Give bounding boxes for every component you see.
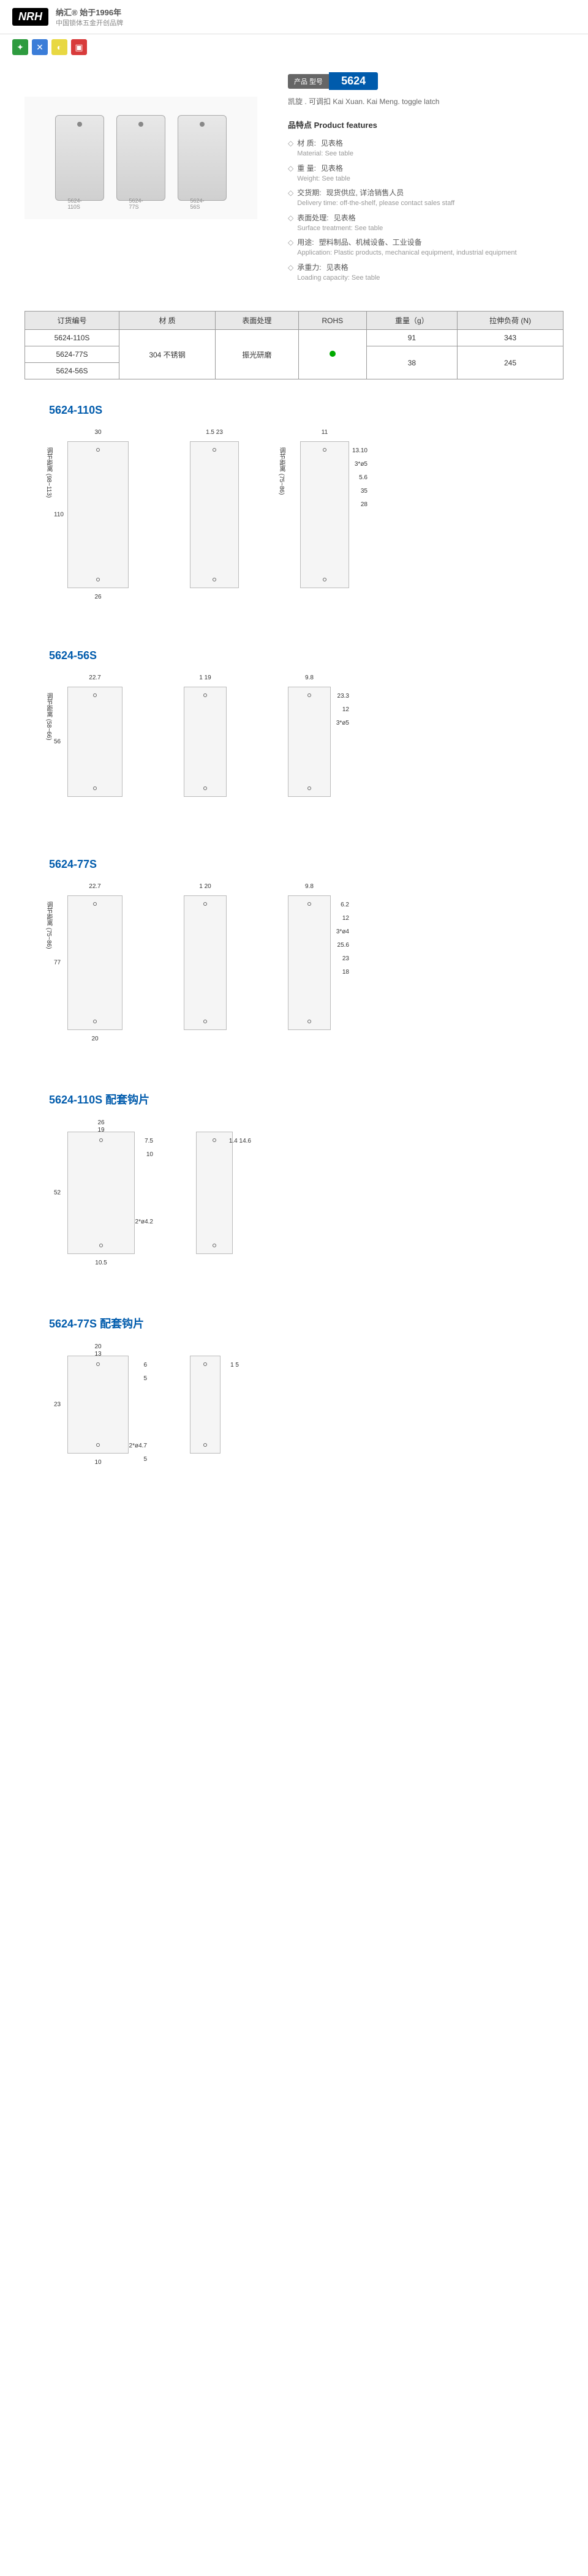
features-list: ◇材 质:见表格Material: See table ◇重 量:见表格Weigh…	[288, 138, 564, 283]
section-title: 5624-110S 配套钩片	[49, 1091, 539, 1107]
drawing-row: 261910.5527.5102*ø4.2 1.4 14.6	[49, 1119, 539, 1266]
technical-drawing: 1.4 14.6	[178, 1119, 251, 1266]
product-info-col: 产品 型号 5624 凯旋 . 可调扣 Kai Xuan. Kai Meng. …	[288, 72, 564, 286]
product-badge: 产品 型号 5624	[288, 72, 378, 90]
category-icon: ▣	[71, 39, 87, 55]
table-header: 拉伸负荷 (N)	[457, 312, 563, 330]
technical-drawing: 1.5 23	[172, 429, 257, 600]
page-header: NRH 纳汇® 始于1996年 中国锁体五金开创品牌	[0, 0, 588, 34]
technical-drawing: 11调节距离 (75~86)13.103*ø55.63528	[282, 429, 368, 600]
technical-drawing: 1 5	[172, 1343, 239, 1466]
technical-drawing: 9.86.2123*ø425.62318	[270, 883, 349, 1042]
drawing-section: 5624-77S 配套钩片 20131023652*ø4.75 1 5	[0, 1303, 588, 1503]
product-image: 5624-110S 5624-77S 5624-56S	[24, 97, 257, 219]
technical-drawing: 1 20	[165, 883, 245, 1042]
table-row: 5624-110S304 不锈钢振光研磨91343	[25, 330, 564, 346]
drawing-row: 22.756调节距离 (58~66) 1 19 9.823.3123*ø5	[49, 674, 539, 809]
feature-item: ◇重 量:见表格Weight: See table	[288, 163, 564, 184]
category-icon: ✦	[12, 39, 28, 55]
rohs-dot	[330, 351, 336, 357]
drawing-row: 22.72077调节距离 (75~86) 1 20 9.86.2123*ø425.6…	[49, 883, 539, 1042]
table-header: ROHS	[298, 312, 366, 330]
technical-drawing: 22.72077调节距离 (75~86)	[49, 883, 141, 1042]
main-content: 5624-110S 5624-77S 5624-56S 产品 型号 5624 凯…	[0, 60, 588, 299]
latch-1: 5624-110S	[55, 115, 104, 201]
product-subtitle: 凯旋 . 可调扣 Kai Xuan. Kai Meng. toggle latc…	[288, 96, 564, 106]
feature-item: ◇承重力:见表格Loading capacity: See table	[288, 262, 564, 283]
drawing-section: 5624-110S 配套钩片 261910.5527.5102*ø4.2 1.4 1…	[0, 1079, 588, 1303]
brand-line1: 纳汇® 始于1996年	[56, 6, 123, 18]
badge-label: 产品 型号	[288, 74, 329, 89]
technical-drawing: 261910.5527.5102*ø4.2	[49, 1119, 153, 1266]
features-title: 品特点 Product features	[288, 119, 564, 130]
technical-drawing: 3026110调节距离 (98~113)	[49, 429, 147, 600]
category-icon: ✕	[32, 39, 48, 55]
brand-line2: 中国锁体五金开创品牌	[56, 18, 123, 28]
table-header: 材 质	[119, 312, 216, 330]
technical-drawing: 9.823.3123*ø5	[270, 674, 349, 809]
section-title: 5624-110S	[49, 404, 539, 417]
table-header: 表面处理	[215, 312, 298, 330]
feature-item: ◇交货期:现货供应, 详洽销售人员Delivery time: off-the-…	[288, 187, 564, 209]
latch-2: 5624-77S	[116, 115, 165, 201]
section-title: 5624-56S	[49, 649, 539, 662]
drawing-section: 5624-56S 22.756调节距离 (58~66) 1 19 9.823.3123…	[0, 637, 588, 846]
table-header: 重量（g）	[366, 312, 457, 330]
drawing-section: 5624-77S 22.72077调节距离 (75~86) 1 20 9.86.212…	[0, 846, 588, 1079]
feature-item: ◇材 质:见表格Material: See table	[288, 138, 564, 159]
drawing-row: 3026110调节距离 (98~113) 1.5 23 11调节距离 (75~86)…	[49, 429, 539, 600]
feature-item: ◇表面处理:见表格Surface treatment: See table	[288, 212, 564, 234]
category-icon: ◐	[51, 39, 67, 55]
icon-row: ✦✕◐▣	[0, 34, 588, 60]
drawing-row: 20131023652*ø4.75 1 5	[49, 1343, 539, 1466]
section-title: 5624-77S 配套钩片	[49, 1315, 539, 1331]
product-image-col: 5624-110S 5624-77S 5624-56S	[24, 72, 270, 286]
drawing-section: 5624-110S 3026110调节距离 (98~113) 1.5 23 11调节距…	[0, 392, 588, 637]
table-header: 订货编号	[25, 312, 119, 330]
technical-drawing: 22.756调节距离 (58~66)	[49, 674, 141, 809]
feature-item: ◇用途:塑料制品、机械设备、工业设备Application: Plastic p…	[288, 237, 564, 258]
logo: NRH	[12, 8, 48, 26]
spec-table: 订货编号材 质表面处理ROHS重量（g）拉伸负荷 (N) 5624-110S30…	[24, 311, 564, 379]
technical-drawing: 1 19	[165, 674, 245, 809]
badge-number: 5624	[329, 72, 378, 90]
section-title: 5624-77S	[49, 858, 539, 871]
brand-text: 纳汇® 始于1996年 中国锁体五金开创品牌	[56, 6, 123, 28]
latch-3: 5624-56S	[178, 115, 227, 201]
technical-drawing: 20131023652*ø4.75	[49, 1343, 147, 1466]
